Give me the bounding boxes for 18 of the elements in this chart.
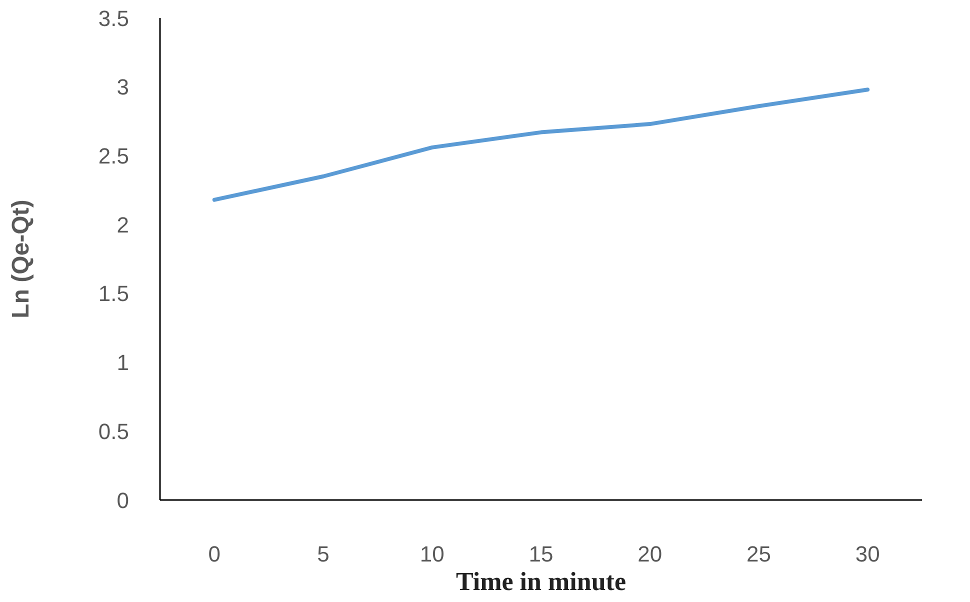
x-tick-label: 15 bbox=[528, 542, 554, 567]
y-tick-label: 0 bbox=[116, 488, 129, 513]
line-series bbox=[212, 88, 870, 202]
y-tick-label: 3 bbox=[116, 74, 129, 100]
y-tick-label: 1.5 bbox=[98, 281, 129, 306]
y-axis-title: Ln (Qe-Qt) bbox=[8, 200, 35, 318]
y-tick-label: 2 bbox=[116, 212, 129, 238]
x-tick-label: 20 bbox=[638, 542, 662, 567]
x-tick-label: 25 bbox=[746, 542, 771, 567]
y-tick-label: 1 bbox=[116, 350, 129, 376]
y-tick-label: 3.5 bbox=[98, 6, 129, 31]
x-tick-label: 0 bbox=[208, 542, 221, 567]
x-tick-label: 10 bbox=[420, 542, 444, 567]
x-tick-label: 30 bbox=[855, 542, 880, 567]
x-axis-title: Time in minute bbox=[456, 567, 626, 596]
x-tick-label: 5 bbox=[317, 542, 330, 567]
y-tick-label: 0.5 bbox=[98, 418, 129, 444]
y-tick-label: 2.5 bbox=[98, 144, 129, 169]
